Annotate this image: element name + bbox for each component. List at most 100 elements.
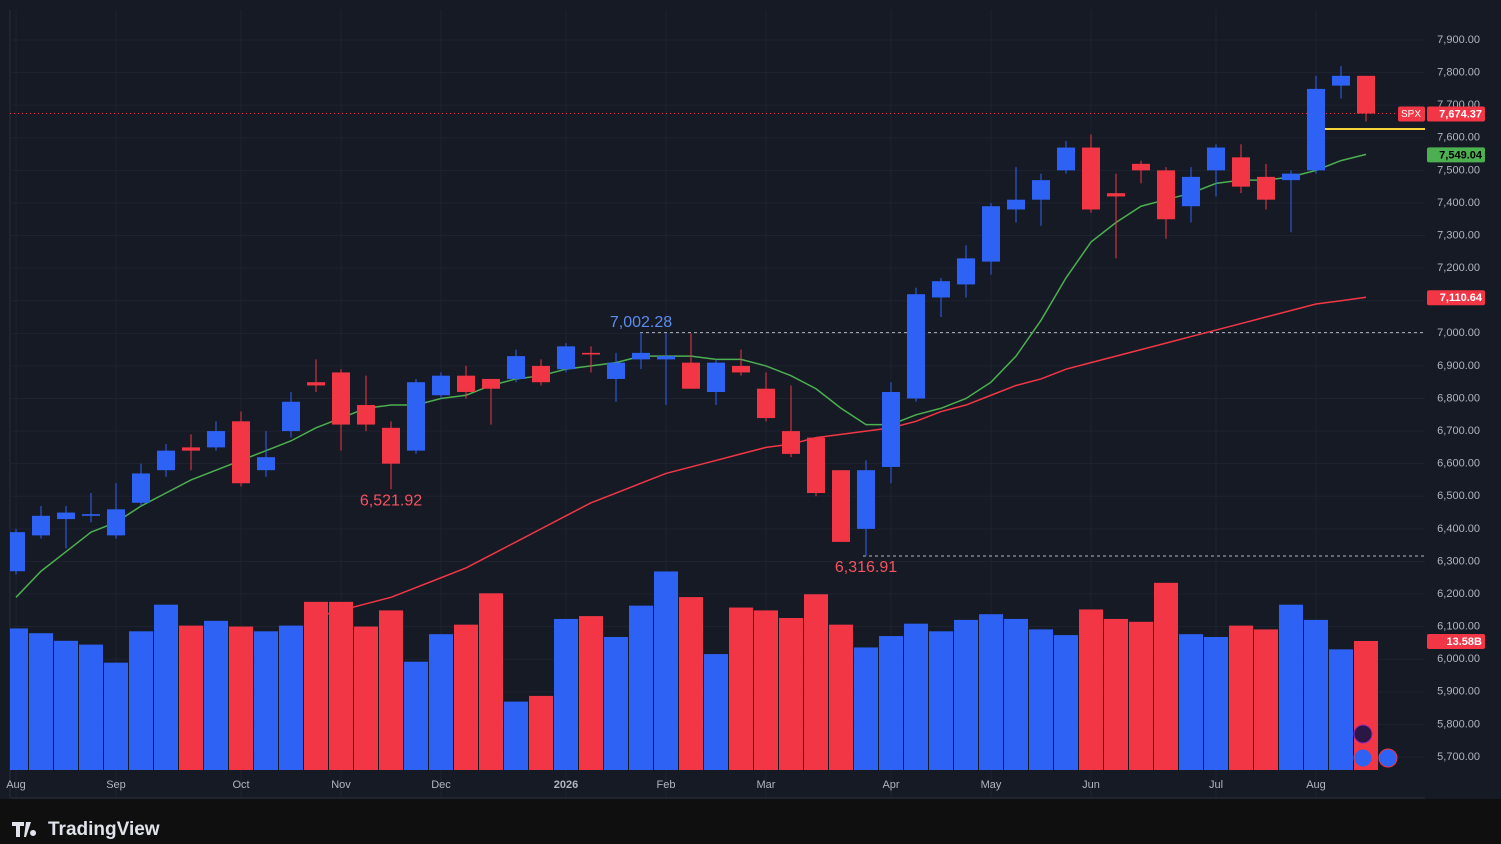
y-tick-label: 6,100.00 [1437,621,1480,633]
candle-body [207,431,225,448]
x-tick-label: Apr [882,779,899,791]
y-tick-label: 7,500.00 [1437,164,1480,176]
volume-bar [1004,618,1028,770]
volume-bar [229,626,253,770]
volume-bar [454,624,478,770]
y-tick-label: 6,500.00 [1437,490,1480,502]
candle-body [1307,88,1325,171]
candle-body [832,470,850,542]
volume-bar [1304,619,1328,770]
y-tick-label: 5,700.00 [1437,751,1480,763]
candle-body [1182,176,1200,207]
price-tag-label: 13.58B [1447,636,1483,648]
y-tick-label: 5,800.00 [1437,718,1480,730]
candle-body [807,437,825,494]
x-tick-label: Feb [657,779,676,791]
volume-bar [979,614,1003,770]
icons [1353,724,1398,768]
high-label: 7,002.28 [610,314,672,331]
candle-body [132,473,150,503]
y-tick-label: 7,900.00 [1437,34,1480,46]
volume-bar [104,662,128,770]
volume-bar [379,610,403,770]
volume-bar [1079,609,1103,770]
volume-bar [604,637,628,770]
candle-body [10,532,25,572]
candle-body [1257,176,1275,200]
candle-body [657,356,675,360]
volume-bar [1229,625,1253,770]
volume-bar [854,647,878,770]
volume-bar [779,618,803,770]
volume-bar [554,618,578,770]
volume-bar [879,636,903,770]
volume-bar [1029,629,1053,770]
volume-bar [929,631,953,770]
candle-body [1107,193,1125,197]
y-tick-label: 6,200.00 [1437,588,1480,600]
price-tag [1427,106,1485,122]
x-tick-label: Oct [232,779,249,791]
x-tick-label: Aug [1306,779,1326,791]
y-tick-label: 6,800.00 [1437,392,1480,404]
brand: TradingView [48,819,160,840]
volume-bar [1054,635,1078,770]
price-tag [1427,147,1485,163]
candle-body [1057,147,1075,171]
x-tick-label: 2026 [554,779,578,791]
price-tag [1427,633,1485,649]
candle-body [82,514,100,516]
candle-body [1232,157,1250,187]
candle-body [707,362,725,392]
candle-body [307,382,325,386]
volume-bar [704,654,728,770]
y-tick-label: 6,600.00 [1437,458,1480,470]
candle-body [107,509,125,536]
candle-body [32,515,50,536]
candle-body [957,258,975,285]
x-tick-label: Nov [331,779,351,791]
x-tick-label: Sep [106,779,126,791]
x-tick-label: Mar [757,779,776,791]
candle-body [982,206,1000,262]
volume-bar [1204,637,1228,770]
candle-body [782,431,800,454]
volume-bar [1154,582,1178,770]
candle-body [407,382,425,451]
volume-bar [904,623,928,770]
volume-bar [1354,640,1378,770]
y-tick-label: 6,900.00 [1437,360,1480,372]
y-tick-label: 7,400.00 [1437,197,1480,209]
volume-bar [204,620,228,770]
x-tick-label: Jun [1082,779,1100,791]
y-tick-label: 6,700.00 [1437,425,1480,437]
low-label: 6,521.92 [360,492,422,509]
x-tick-label: May [981,779,1002,791]
candle-body [557,346,575,370]
y-tick-label: 5,900.00 [1437,686,1480,698]
volume-bar [754,610,778,770]
volume-bar [504,701,528,770]
y-tick-label: 7,300.00 [1437,229,1480,241]
candle-body [757,388,775,419]
candle-body [507,356,525,379]
x-tick-label: Dec [431,779,451,791]
volume-bar [654,571,678,770]
y-tick-label: 6,000.00 [1437,653,1480,665]
candle-body [232,421,250,484]
volume-bar [479,593,503,770]
logo: TradingView [12,819,160,840]
volume-bar [254,631,278,770]
candle-body [57,512,75,520]
candle-body [1282,173,1300,181]
footer [0,799,1501,844]
candle-body [357,405,375,425]
volume-bar [279,625,303,770]
candle-body [1007,199,1025,210]
candle-body [932,281,950,298]
candle-body [682,362,700,389]
candle-body [282,401,300,432]
volume-bar [1179,634,1203,770]
volume-bar [954,619,978,770]
volume-bar [629,605,653,770]
